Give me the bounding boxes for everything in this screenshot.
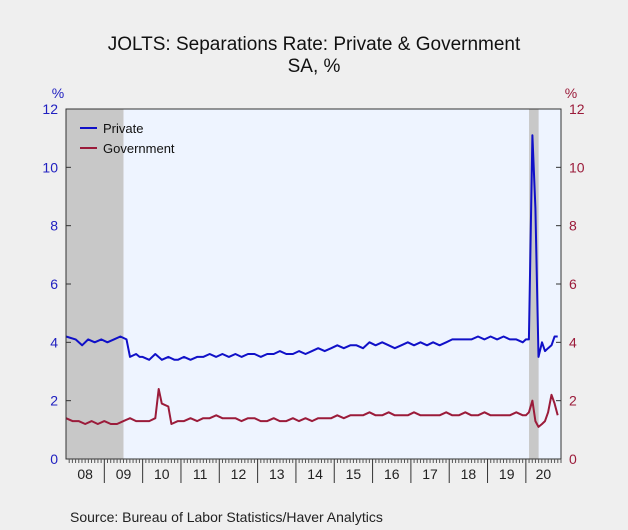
right-tick-label: 12 [569,101,585,117]
recession-band [66,109,124,459]
x-tick-label: 10 [154,466,170,482]
left-tick-label: 6 [50,276,58,292]
legend-label-private: Private [103,121,143,136]
right-tick-label: 0 [569,451,577,467]
x-tick-label: 09 [116,466,132,482]
left-tick-label: 10 [42,159,58,175]
plot-background [66,109,561,459]
series-lines [65,134,559,428]
chart-subtitle: SA, % [287,56,341,77]
source-note: Source: Bureau of Labor Statistics/Haver… [70,509,383,525]
chart-title: JOLTS: Separations Rate: Private & Gover… [107,34,521,55]
left-tick-label: 0 [50,451,58,467]
right-tick-label: 10 [569,159,585,175]
legend-label-government: Government [103,141,175,156]
x-tick-label: 12 [231,466,247,482]
axes: 0 2 4 6 8 10 12% 0 2 4 6 8 10 12% 08 09 10 11 12 13 14 15 16 17… [42,85,585,483]
x-tick-label: 11 [193,466,208,482]
series-line-government [65,388,559,428]
x-tick-label: 16 [384,466,400,482]
x-tick-label: 17 [422,466,438,482]
right-axis-unit: % [565,85,577,101]
series-line-private [65,134,558,361]
right-tick-label: 8 [569,218,577,234]
recession-band [529,109,539,459]
x-tick-label: 18 [461,466,477,482]
right-tick-label: 4 [569,334,577,350]
left-tick-label: 8 [50,218,58,234]
legend: Private Government [80,121,175,156]
x-tick-label: 19 [499,466,515,482]
x-tick-label: 14 [307,466,323,482]
right-tick-label: 2 [569,393,577,409]
left-tick-label: 4 [50,334,58,350]
left-axis-unit: % [52,85,64,101]
x-tick-label: 20 [536,466,552,482]
right-tick-label: 6 [569,276,577,292]
left-tick-label: 2 [50,393,58,409]
x-tick-label: 13 [269,466,285,482]
x-tick-label: 08 [77,466,93,482]
x-tick-label: 15 [346,466,362,482]
recession-bands [66,109,539,459]
left-tick-label: 12 [42,101,58,117]
